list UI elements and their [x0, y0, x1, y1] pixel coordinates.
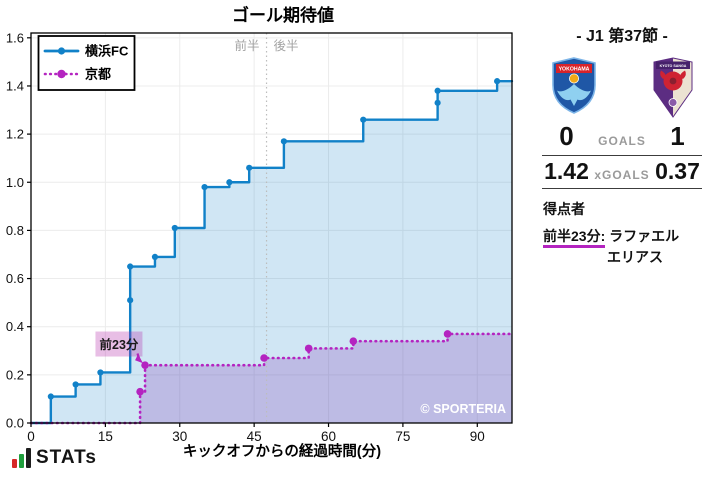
xgoals-label: xGOALS: [594, 168, 650, 182]
home-logo-text: YOKOHAMA: [559, 67, 590, 73]
x-axis-label: キックオフからの経過時間(分): [183, 442, 381, 460]
away-logo-ball: [668, 98, 678, 107]
svg-text:キックオフからの経過時間(分): キックオフからの経過時間(分): [183, 442, 381, 460]
svg-text:90: 90: [470, 429, 485, 444]
series-away-line: [29, 330, 514, 425]
home-logo-emblem: [568, 73, 579, 84]
svg-text:0.2: 0.2: [6, 367, 24, 382]
scorers-heading: 得点者: [543, 201, 585, 217]
goals-label: GOALS: [598, 134, 646, 148]
axes: 0 15 30 45 60 75 90 0.0 0.2 0.4 0.6 0.8 1.0 1.2 1.4 1.6: [6, 30, 513, 444]
svg-text:60: 60: [321, 429, 336, 444]
home-goals: 0: [559, 121, 574, 151]
svg-text:前23分: 前23分: [100, 337, 139, 352]
chart-legend: 横浜FC 京都: [37, 35, 136, 91]
scorer-time: 前半23分:: [543, 228, 606, 248]
divider: [542, 155, 702, 156]
annotation-label: 前23分: [95, 331, 144, 364]
home-xgoals: 1.42: [544, 158, 589, 184]
svg-text:1.6: 1.6: [6, 30, 24, 45]
xg-chart-area: 前半 後半 0 15 30 45 60 75 90 0.0 0.2 0.4 0.6 0.8 1.0 1.2 1.…: [6, 5, 514, 460]
svg-text:1.2: 1.2: [6, 127, 24, 142]
away-xgoals: 0.37: [655, 158, 700, 184]
svg-text:前半: 前半: [235, 38, 260, 53]
svg-text:75: 75: [395, 429, 410, 444]
svg-text:ゴール期待値: ゴール期待値: [232, 5, 334, 25]
xgoals-row: 1.42 xGOALS 0.37: [540, 158, 704, 185]
watermark: © SPORTERIA: [420, 402, 506, 416]
svg-text:45: 45: [247, 429, 262, 444]
svg-text:横浜FC: 横浜FC: [85, 44, 129, 59]
xg-step-chart: 前半 後半 0 15 30 45 60 75 90 0.0 0.2 0.4 0.6 0.8 1.0 1.2 1.…: [6, 5, 514, 460]
svg-text:0: 0: [27, 429, 35, 444]
goals-row: 0 GOALS 1: [540, 121, 704, 152]
brand-name: STATs: [36, 447, 97, 468]
svg-text:0.8: 0.8: [6, 223, 24, 238]
svg-text:京都: 京都: [85, 67, 111, 82]
area-fills: [31, 81, 512, 424]
scorer-entry: 前半23分: ラファエル: [543, 226, 704, 248]
match-title: - J1 第37節 -: [576, 28, 668, 45]
series-home-line: [29, 78, 514, 425]
svg-text:0.0: 0.0: [6, 416, 24, 431]
svg-text:30: 30: [172, 429, 187, 444]
bar-chart-icon: [12, 448, 31, 468]
divider: [542, 188, 702, 189]
svg-text:© SPORTERIA: © SPORTERIA: [420, 402, 506, 416]
home-team-logo: YOKOHAMA: [552, 57, 596, 114]
chart-title: ゴール期待値: [232, 5, 334, 25]
match-info-panel: - J1 第37節 - YOKOHAMA KYOTO SANGA 0: [540, 0, 704, 479]
svg-text:1.4: 1.4: [6, 78, 24, 93]
svg-text:0.6: 0.6: [6, 271, 24, 286]
svg-text:後半: 後半: [274, 39, 299, 53]
team-logos-row: YOKOHAMA KYOTO SANGA: [540, 57, 704, 119]
gridlines: [31, 33, 512, 423]
home-logo-phoenix: [557, 84, 591, 106]
scorer-name: ラファエル: [609, 228, 680, 244]
scorer-name-line2: エリアス: [607, 249, 663, 265]
away-team-logo: KYOTO SANGA: [653, 57, 693, 118]
svg-text:15: 15: [98, 429, 113, 444]
svg-text:0.4: 0.4: [6, 319, 24, 334]
svg-text:1.0: 1.0: [6, 175, 24, 190]
stats-brand: STATs: [12, 448, 97, 468]
away-logo-text: KYOTO SANGA: [660, 64, 687, 68]
away-goals: 1: [670, 121, 685, 151]
